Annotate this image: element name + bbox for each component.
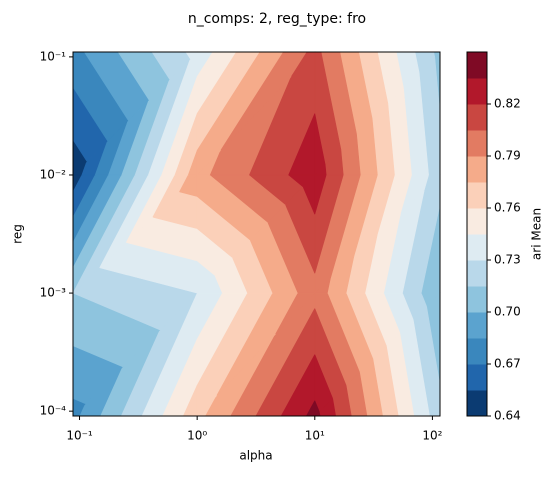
chart-title: n_comps: 2, reg_type: fro (188, 11, 366, 27)
colorbar-tick-label: 0.73 (494, 253, 521, 267)
colorbar-tick-label: 0.70 (494, 305, 521, 319)
colorbar-label: ari Mean (530, 208, 544, 260)
colorbar-band (467, 130, 487, 157)
colorbar-band (467, 338, 487, 365)
colorbar-band (467, 234, 487, 261)
y-tick-label: 10⁻⁴ (40, 404, 67, 418)
colorbar-band (467, 52, 487, 79)
colorbar-tick-label: 0.79 (494, 149, 521, 163)
colorbar-band (467, 260, 487, 287)
colorbar-tick-label: 0.76 (494, 201, 521, 215)
y-tick-label: 10⁻² (40, 167, 67, 181)
colorbar-frame (466, 51, 488, 417)
colorbar-band (467, 208, 487, 235)
y-axis-label: reg (11, 224, 25, 244)
x-tick-label: 10⁰ (187, 429, 207, 443)
x-tick-label: 10² (422, 429, 442, 443)
colorbar-band (467, 182, 487, 209)
x-axis-label: alpha (239, 449, 272, 463)
colorbar-band (467, 78, 487, 105)
plot-frame (72, 51, 441, 417)
colorbar-tick-label: 0.67 (494, 357, 521, 371)
colorbar-band (467, 390, 487, 417)
colorbar-band (467, 286, 487, 313)
colorbar-tick-label: 0.82 (494, 97, 521, 111)
colorbar-tick-label: 0.64 (494, 409, 521, 423)
x-tick-label: 10⁻¹ (66, 429, 93, 443)
y-tick-label: 10⁻³ (40, 286, 67, 300)
contour-region (314, 113, 326, 176)
contour-region (314, 400, 320, 417)
x-tick-label: 10¹ (305, 429, 325, 443)
y-tick-label: 10⁻¹ (40, 49, 67, 63)
colorbar-band (467, 104, 487, 131)
colorbar-band (467, 156, 487, 183)
colorbar-band (467, 312, 487, 339)
colorbar-band (467, 364, 487, 391)
